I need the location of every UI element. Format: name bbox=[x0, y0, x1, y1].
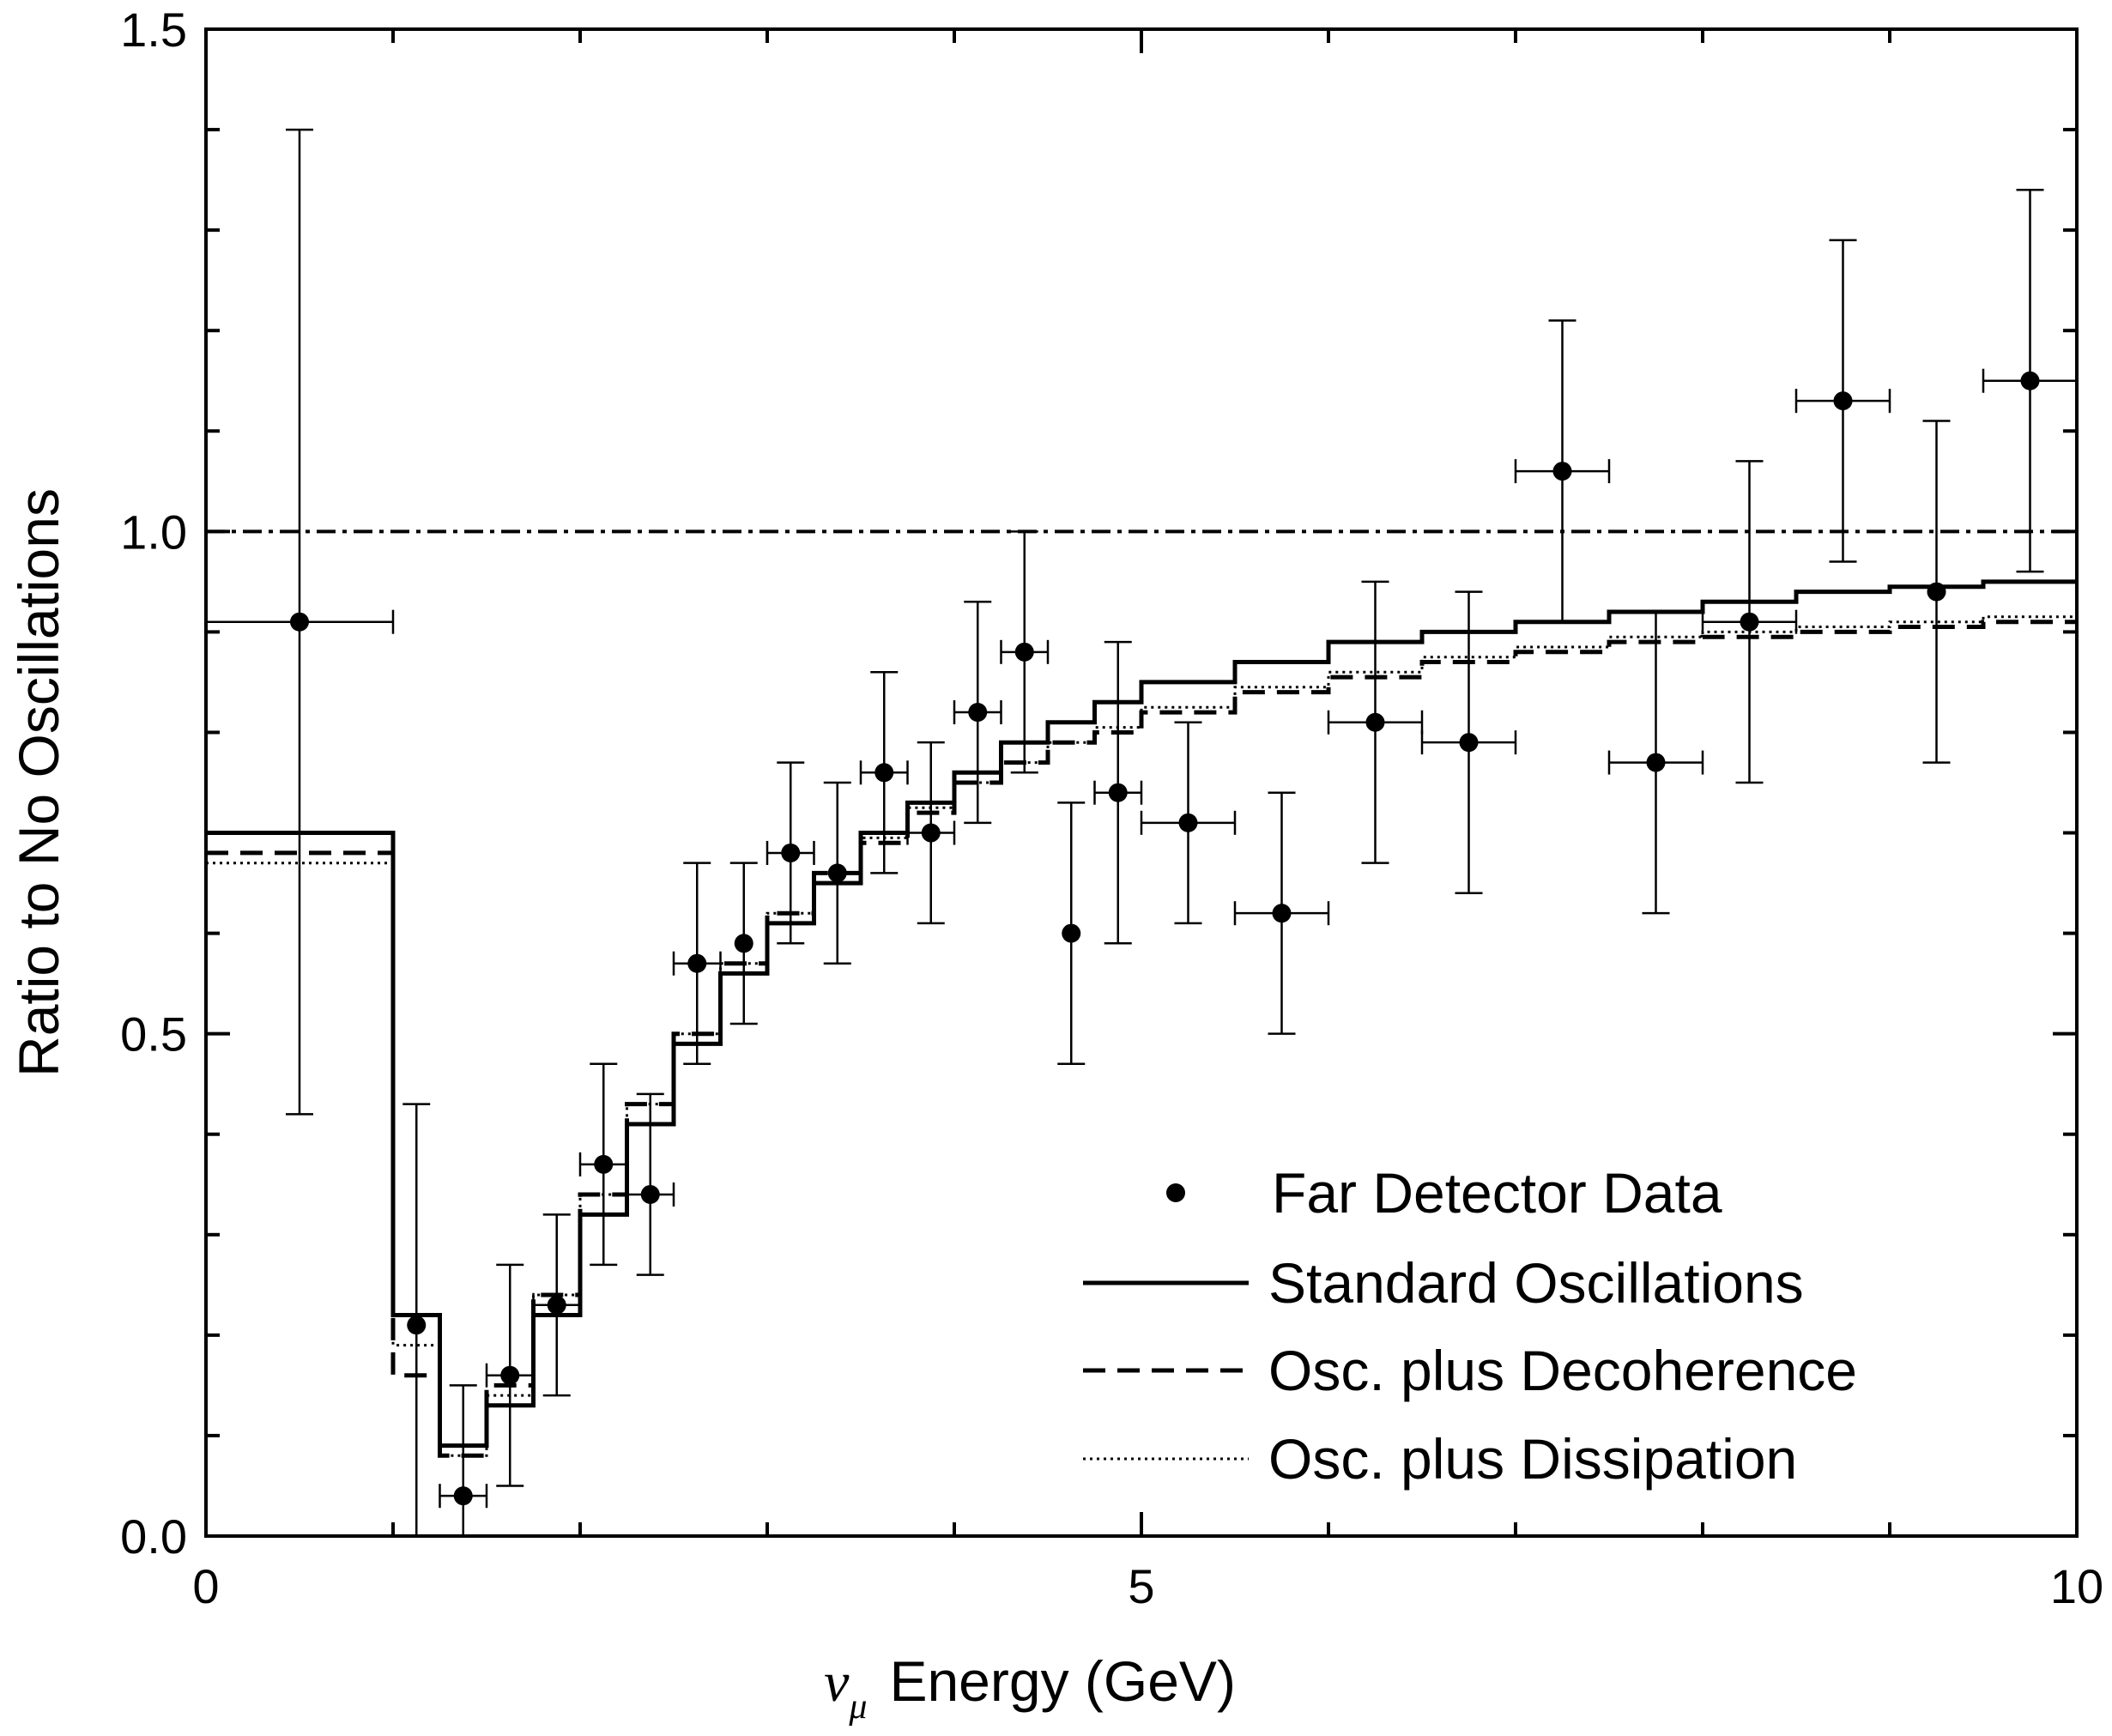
y-tick-label: 0.0 bbox=[120, 1509, 187, 1564]
data-point-marker bbox=[1740, 612, 1759, 632]
data-point-25 bbox=[1794, 239, 1891, 563]
legend: Far Detector Data Standard Oscillations … bbox=[1083, 1161, 1857, 1491]
data-point-1 bbox=[204, 128, 395, 1116]
data-point-marker bbox=[1014, 642, 1034, 662]
data-point-8 bbox=[672, 862, 722, 1066]
legend-label-decoherence: Osc. plus Decoherence bbox=[1268, 1339, 1857, 1402]
data-point-20 bbox=[1327, 580, 1424, 864]
data-point-27 bbox=[1982, 189, 2079, 573]
data-point-marker bbox=[407, 1316, 427, 1335]
data-point-marker bbox=[734, 934, 753, 953]
series-line-osc-plus-decoherence bbox=[206, 620, 2077, 1458]
data-point-marker bbox=[547, 1295, 566, 1315]
data-point-marker bbox=[2020, 371, 2040, 390]
data-point-18 bbox=[1140, 721, 1237, 925]
data-point-marker bbox=[968, 703, 988, 723]
y-tick-label: 1.0 bbox=[120, 505, 187, 559]
data-point-4 bbox=[485, 1263, 535, 1487]
y-axis-label: Ratio to No Oscillations bbox=[7, 488, 70, 1077]
x-axis-label-subscript: μ bbox=[848, 1687, 867, 1727]
data-point-marker bbox=[1646, 753, 1666, 772]
data-point-marker bbox=[290, 612, 309, 632]
data-point-marker bbox=[1062, 923, 1081, 943]
data-point-marker bbox=[594, 1154, 614, 1174]
x-axis-label: νμ Energy (GeV) bbox=[824, 1649, 1236, 1727]
data-point-marker bbox=[921, 823, 941, 843]
data-point-19 bbox=[1233, 791, 1330, 1035]
data-point-marker bbox=[640, 1184, 660, 1204]
data-point-marker bbox=[687, 953, 707, 973]
x-axis-label-symbol: ν bbox=[824, 1651, 850, 1714]
data-point-marker bbox=[1365, 712, 1385, 732]
step-series-group bbox=[206, 579, 2077, 1458]
data-point-13 bbox=[906, 741, 956, 925]
data-point-marker bbox=[1927, 582, 1946, 602]
data-point-marker bbox=[781, 843, 801, 862]
data-point-12 bbox=[859, 670, 909, 874]
data-point-21 bbox=[1420, 590, 1517, 895]
data-point-7 bbox=[626, 1092, 675, 1276]
data-point-23 bbox=[1607, 610, 1704, 915]
y-tick-label: 1.5 bbox=[120, 3, 187, 57]
data-point-marker bbox=[827, 863, 847, 883]
legend-label-dissipation: Osc. plus Dissipation bbox=[1268, 1427, 1797, 1491]
data-point-marker bbox=[1272, 904, 1292, 923]
data-point-marker bbox=[1178, 813, 1198, 832]
data-point-6 bbox=[578, 1062, 628, 1267]
data-point-11 bbox=[823, 781, 851, 965]
data-point-marker bbox=[1833, 391, 1853, 411]
data-point-14 bbox=[953, 601, 1002, 825]
series-line-osc-plus-dissipation bbox=[206, 615, 2077, 1457]
data-point-17 bbox=[1093, 640, 1143, 945]
data-point-22 bbox=[1514, 319, 1611, 623]
data-point-15 bbox=[1000, 530, 1050, 774]
legend-marker-data bbox=[1166, 1183, 1185, 1202]
data-point-16 bbox=[1057, 801, 1086, 1066]
data-point-2 bbox=[402, 1103, 431, 1536]
x-tick-label: 0 bbox=[192, 1559, 219, 1613]
data-point-marker bbox=[874, 763, 894, 783]
legend-label-data: Far Detector Data bbox=[1272, 1161, 1722, 1225]
data-point-marker bbox=[1459, 733, 1479, 753]
x-axis-label-text: Energy (GeV) bbox=[889, 1649, 1235, 1713]
ticks-group: 0 5 10 0.0 0.5 1.0 1.5 bbox=[120, 3, 2103, 1613]
legend-label-standard: Standard Oscillations bbox=[1268, 1251, 1804, 1315]
data-point-3 bbox=[439, 1384, 488, 1536]
x-tick-label: 10 bbox=[2050, 1559, 2103, 1613]
data-point-24 bbox=[1701, 460, 1798, 784]
data-point-9 bbox=[729, 862, 758, 1025]
data-point-5 bbox=[532, 1213, 582, 1397]
data-point-marker bbox=[1552, 462, 1572, 481]
data-point-10 bbox=[766, 761, 815, 945]
data-point-26 bbox=[1922, 420, 1951, 764]
x-tick-label: 5 bbox=[1128, 1559, 1154, 1613]
data-points-group bbox=[204, 128, 2079, 1536]
data-point-marker bbox=[500, 1365, 520, 1385]
y-tick-label: 0.5 bbox=[120, 1007, 187, 1062]
data-point-marker bbox=[1108, 783, 1128, 802]
data-point-marker bbox=[453, 1486, 473, 1506]
